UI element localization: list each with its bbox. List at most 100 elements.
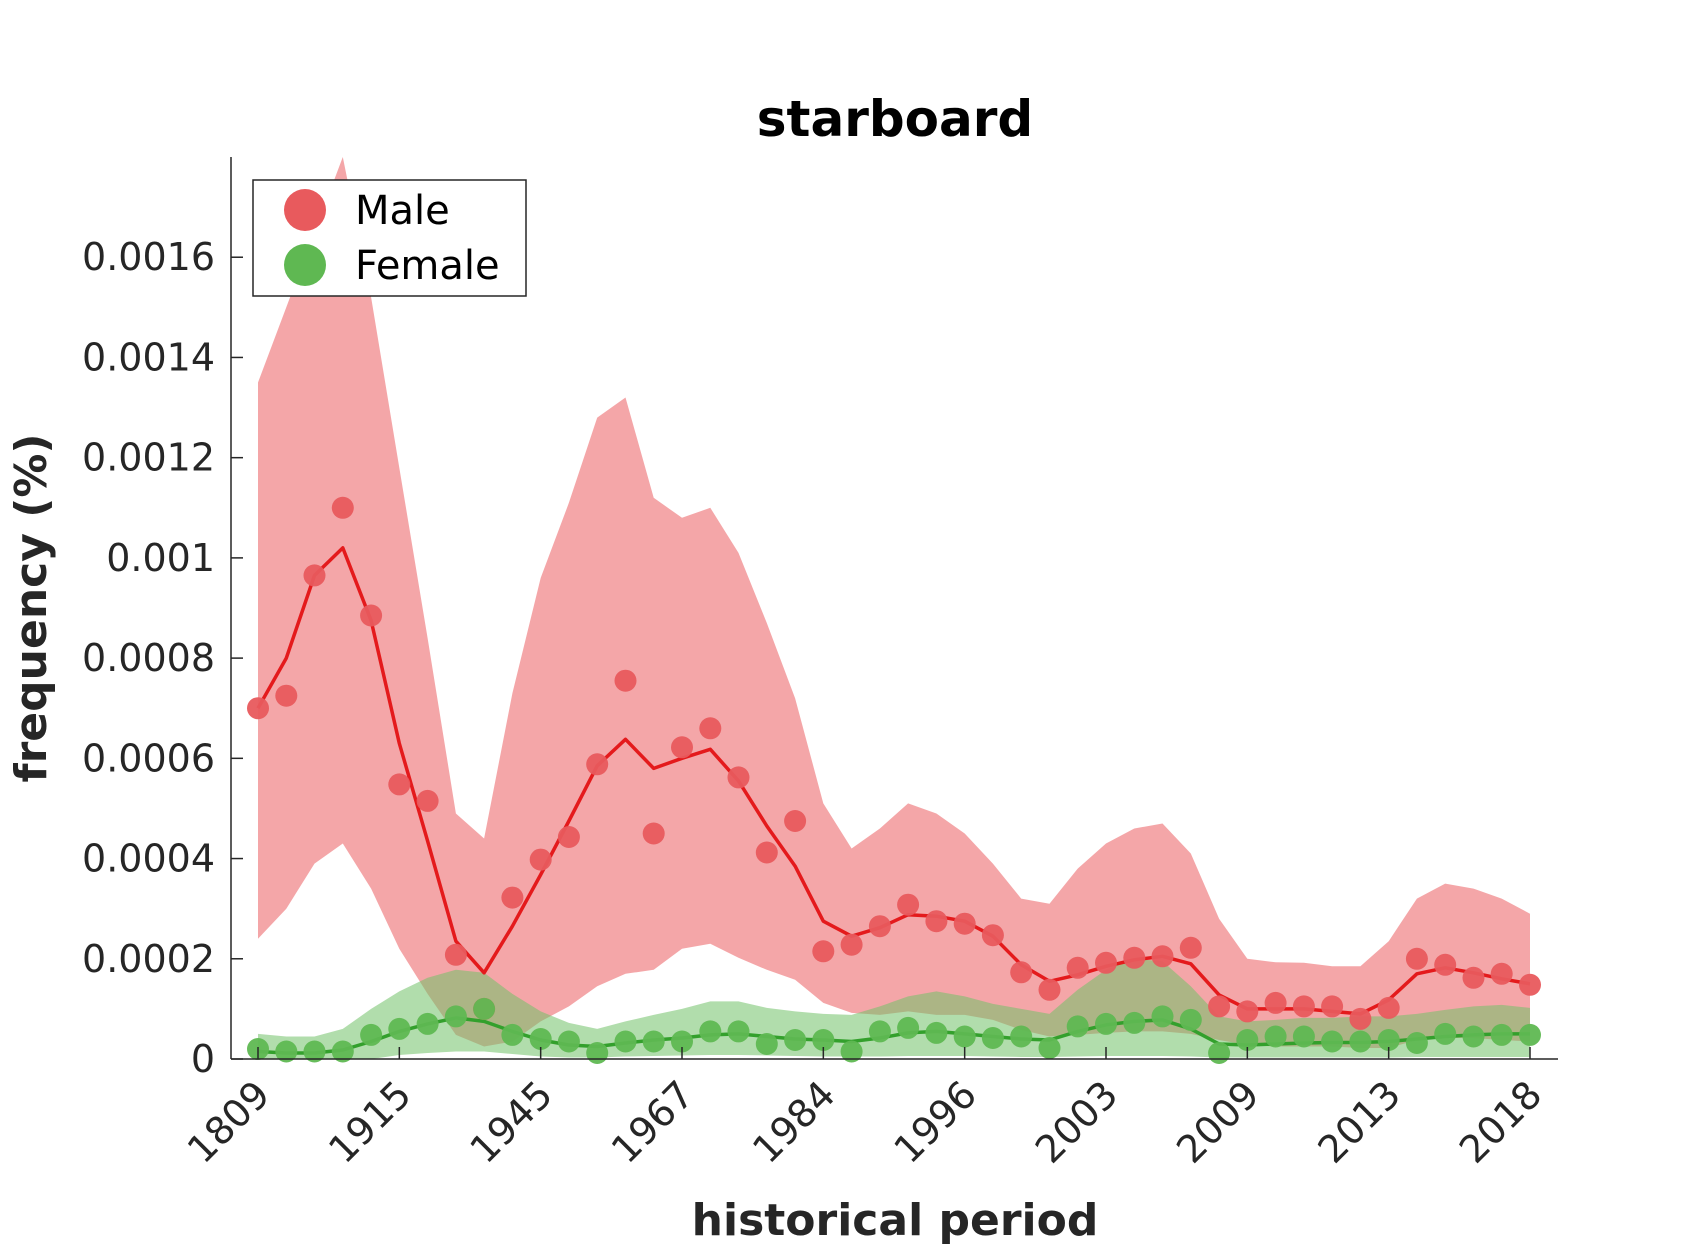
data-point-male bbox=[247, 697, 269, 720]
legend-label-female: Female bbox=[355, 243, 500, 289]
y-axis-label: frequency (%) bbox=[6, 433, 57, 782]
data-point-male bbox=[1377, 996, 1400, 1019]
data-point-male bbox=[1264, 991, 1287, 1014]
data-point-male bbox=[1405, 947, 1428, 970]
y-tick-label: 0.0004 bbox=[82, 837, 215, 881]
data-point-female bbox=[529, 1028, 552, 1050]
data-point-male bbox=[784, 810, 807, 832]
data-point-female bbox=[1264, 1025, 1287, 1048]
data-point-male bbox=[953, 912, 976, 935]
series-lines bbox=[256, 546, 1531, 1055]
data-point-male bbox=[642, 822, 665, 845]
data-point-female bbox=[1038, 1037, 1061, 1059]
data-point-male bbox=[840, 933, 863, 956]
data-point-female bbox=[784, 1029, 807, 1051]
legend-marker-female bbox=[284, 244, 326, 286]
data-point-female bbox=[1462, 1025, 1485, 1048]
data-point-male bbox=[388, 773, 411, 796]
data-point-male bbox=[360, 604, 383, 627]
y-tick-label: 0.0006 bbox=[82, 736, 215, 780]
data-point-female bbox=[981, 1027, 1004, 1049]
data-point-male bbox=[1434, 953, 1457, 976]
data-point-female bbox=[1151, 1005, 1174, 1028]
data-point-female bbox=[586, 1042, 609, 1064]
confidence-band-male bbox=[258, 157, 1530, 1048]
chart-title: starboard bbox=[757, 90, 1033, 148]
y-tick-label: 0 bbox=[191, 1037, 215, 1081]
data-point-female bbox=[755, 1033, 778, 1055]
data-point-male bbox=[925, 910, 948, 933]
data-point-female bbox=[1377, 1029, 1400, 1051]
data-point-female bbox=[642, 1030, 665, 1053]
data-point-male bbox=[755, 841, 778, 864]
data-point-male bbox=[981, 924, 1004, 947]
y-tick-label: 0.0008 bbox=[82, 636, 215, 680]
legend-marker-male bbox=[284, 189, 326, 231]
data-point-male bbox=[1462, 966, 1485, 989]
data-point-male bbox=[1321, 995, 1344, 1018]
data-point-female bbox=[1123, 1011, 1146, 1034]
data-point-male bbox=[529, 848, 552, 871]
legend: Male Female bbox=[252, 179, 527, 297]
data-point-female bbox=[275, 1040, 298, 1063]
data-point-male bbox=[699, 717, 722, 740]
data-point-male bbox=[727, 766, 750, 789]
data-point-female bbox=[925, 1021, 948, 1044]
y-ticks: 0 0.0002 0.0004 0.0006 0.0008 0.001 0.0012 0.00… bbox=[82, 235, 243, 1081]
data-point-male bbox=[275, 684, 298, 707]
data-point-male bbox=[303, 564, 326, 587]
data-point-female bbox=[1490, 1023, 1513, 1046]
legend-label-male: Male bbox=[355, 188, 450, 234]
data-point-male bbox=[331, 496, 354, 519]
data-point-female bbox=[614, 1030, 637, 1053]
data-point-female bbox=[360, 1023, 383, 1046]
data-point-female bbox=[388, 1017, 411, 1040]
data-point-female bbox=[897, 1016, 920, 1039]
data-point-female bbox=[868, 1020, 891, 1043]
data-point-male bbox=[1519, 973, 1541, 996]
y-tick-label: 0.0002 bbox=[82, 937, 215, 981]
data-point-male bbox=[501, 886, 524, 909]
data-point-male bbox=[557, 826, 580, 848]
data-point-male bbox=[1010, 961, 1033, 984]
data-point-female bbox=[1208, 1042, 1231, 1064]
data-point-female bbox=[1010, 1025, 1033, 1048]
data-point-female bbox=[840, 1040, 863, 1063]
data-point-male bbox=[1179, 936, 1202, 959]
series-line-male bbox=[256, 546, 1531, 1016]
data-point-female bbox=[1321, 1030, 1344, 1053]
data-point-male bbox=[416, 789, 439, 812]
data-point-female bbox=[1292, 1025, 1315, 1048]
data-point-female bbox=[1519, 1023, 1541, 1046]
data-point-female bbox=[1349, 1030, 1372, 1053]
data-point-female bbox=[416, 1012, 439, 1035]
data-point-female bbox=[331, 1040, 354, 1063]
plot-area bbox=[247, 157, 1541, 1064]
data-point-female bbox=[727, 1020, 750, 1043]
data-point-female bbox=[1066, 1015, 1089, 1038]
data-point-female bbox=[1179, 1008, 1202, 1031]
data-point-male bbox=[1292, 995, 1315, 1018]
data-point-male bbox=[1236, 1000, 1259, 1023]
data-point-female bbox=[557, 1030, 580, 1053]
data-point-male bbox=[1490, 962, 1513, 985]
data-point-female bbox=[953, 1025, 976, 1048]
data-point-female bbox=[1095, 1012, 1117, 1035]
data-point-male bbox=[1095, 951, 1117, 974]
data-point-male bbox=[1349, 1007, 1372, 1030]
data-point-male bbox=[1123, 946, 1146, 969]
data-point-male bbox=[1208, 995, 1231, 1018]
data-point-female bbox=[473, 997, 496, 1020]
data-point-male bbox=[868, 915, 891, 938]
y-tick-label: 0.0012 bbox=[82, 436, 215, 480]
data-point-male bbox=[614, 669, 637, 692]
data-point-female bbox=[671, 1030, 693, 1053]
data-point-female bbox=[501, 1023, 524, 1046]
y-tick-label: 0.001 bbox=[106, 536, 215, 580]
data-point-female bbox=[1236, 1029, 1259, 1051]
data-point-female bbox=[1405, 1032, 1428, 1054]
data-point-male bbox=[812, 940, 835, 963]
data-point-male bbox=[1038, 978, 1061, 1001]
data-point-male bbox=[897, 893, 920, 916]
